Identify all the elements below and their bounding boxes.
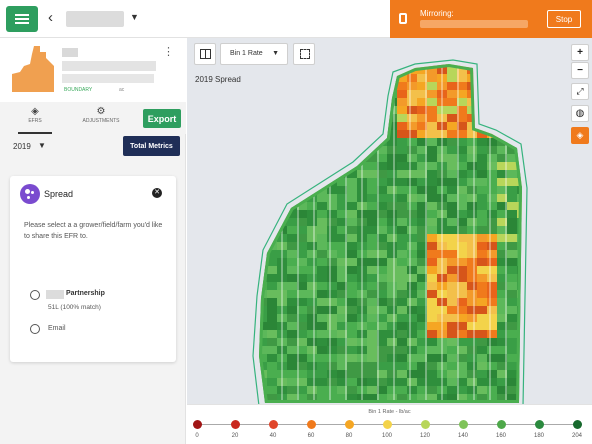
legend-dot (306, 420, 316, 429)
layer-select-label: Bin 1 Rate (230, 50, 263, 57)
area-unit: ac (119, 87, 125, 93)
tab-label: EFRS (28, 118, 42, 124)
gear-icon: ⚙ (96, 106, 106, 117)
field-name-blurred (62, 48, 78, 57)
back-arrow-icon[interactable]: ‹ (48, 9, 53, 26)
mirroring-label: Mirroring: (420, 9, 454, 18)
legend-dot (496, 420, 506, 429)
legend-dot (534, 420, 544, 429)
legend-label: 100 (381, 433, 392, 439)
close-icon[interactable]: ✕ (152, 188, 162, 198)
option-sublabel: 51L (100% match) (48, 304, 101, 311)
top-bar: ‹ ▼ Mirroring: Stop (0, 0, 592, 38)
tab-efrs[interactable]: ◈ EFRS (18, 106, 52, 134)
export-button[interactable]: Export (143, 109, 181, 128)
tab-adjustments[interactable]: ⚙ ADJUSTMENTS (78, 106, 124, 134)
spread-icon (20, 184, 40, 204)
legend-dot (572, 420, 582, 429)
field-header: BOUNDARY ac ⋮ (0, 38, 186, 102)
menu-button[interactable] (6, 6, 38, 32)
legend-dot (192, 420, 202, 429)
radio-email[interactable] (30, 324, 40, 334)
phone-icon (399, 13, 407, 24)
radio-partnership[interactable] (30, 290, 40, 300)
field-selector[interactable] (66, 11, 124, 27)
legend-dot (420, 420, 430, 429)
card-title: Spread (44, 189, 74, 199)
field-boundary-outline (252, 59, 528, 404)
legend-title: Bin 1 Rate - lb/ac (368, 409, 411, 415)
spread-share-card: Spread ✕ Please select a a grower/field/… (10, 176, 176, 362)
stop-mirroring-button[interactable]: Stop (547, 10, 581, 28)
select-area-icon (300, 49, 310, 59)
legend-label: 160 (495, 433, 506, 439)
boundary-label: BOUNDARY (64, 87, 93, 93)
legend-dot (382, 420, 392, 429)
hamburger-icon (15, 14, 29, 24)
legend-label: 40 (269, 433, 277, 439)
chevron-down-icon[interactable]: ▼ (38, 141, 46, 150)
field-detail-blurred (62, 74, 154, 83)
mirroring-banner: Mirroring: (390, 0, 592, 38)
option-label: Partnership (66, 290, 105, 297)
grower-name-blurred (46, 290, 64, 299)
legend-dot (458, 420, 468, 429)
legend-label: 0 (195, 433, 199, 439)
zoom-out-button[interactable]: − (571, 62, 589, 79)
year-select[interactable]: 2019 (13, 142, 31, 151)
legend-dot (268, 420, 278, 429)
split-view-icon (200, 49, 211, 59)
share-message: Please select a a grower/field/farm you'… (24, 222, 163, 240)
total-metrics-button[interactable]: Total Metrics (123, 136, 180, 156)
stop-label: Stop (555, 14, 573, 24)
tab-label: ADJUSTMENTS (82, 118, 120, 124)
legend-dot (230, 420, 240, 429)
map-layer-title: 2019 Spread (195, 75, 241, 84)
mirroring-target (420, 20, 528, 28)
rate-legend: Bin 1 Rate - lb/ac 0 20 40 60 80 100 120 140 160… (187, 404, 592, 444)
chevron-down-icon: ▼ (272, 50, 279, 57)
select-area-button[interactable] (293, 43, 315, 65)
globe-icon[interactable]: ◍ (571, 105, 589, 122)
fullscreen-icon[interactable]: ⤢ (571, 83, 589, 100)
legend-label: 180 (533, 433, 544, 439)
map-view[interactable]: Bin 1 Rate ▼ 2019 Spread + − ⤢ ◍ ◈ (187, 38, 592, 404)
legend-label: 204 (571, 433, 582, 439)
field-detail-blurred (62, 61, 156, 71)
legend-label: 120 (419, 433, 430, 439)
legend-label: 20 (231, 433, 239, 439)
legend-dot (344, 420, 354, 429)
split-view-button[interactable] (194, 43, 216, 65)
spread-rate-map (252, 59, 528, 404)
legend-label: 80 (345, 433, 353, 439)
more-options-icon[interactable]: ⋮ (163, 46, 174, 58)
zoom-in-button[interactable]: + (571, 44, 589, 61)
layer-select[interactable]: Bin 1 Rate ▼ (220, 43, 288, 65)
legend-label: 60 (307, 433, 315, 439)
layers-toggle-icon[interactable]: ◈ (571, 127, 589, 144)
field-boundary-thumbnail (12, 46, 54, 92)
rate-cells (259, 64, 522, 403)
layers-icon: ◈ (31, 106, 39, 117)
left-panel: BOUNDARY ac ⋮ ◈ EFRS ⚙ ADJUSTMENTS Expor… (0, 38, 186, 444)
chevron-down-icon[interactable]: ▼ (130, 12, 139, 22)
legend-label: 140 (457, 433, 468, 439)
option-label: Email (48, 325, 66, 332)
